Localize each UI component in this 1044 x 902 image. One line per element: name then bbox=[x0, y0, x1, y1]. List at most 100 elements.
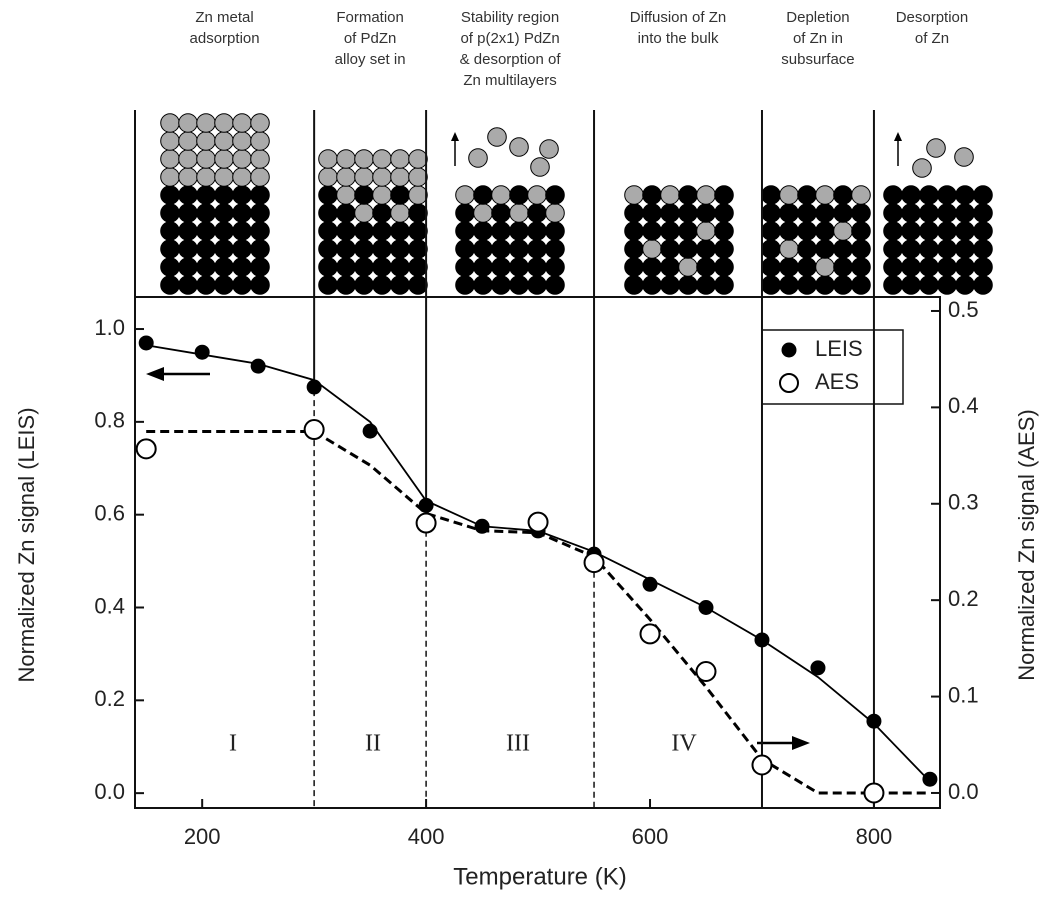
pd-atom bbox=[196, 203, 216, 223]
zn-atom bbox=[527, 185, 547, 205]
pd-atom bbox=[919, 257, 939, 277]
zn-atom bbox=[539, 139, 559, 159]
pd-atom bbox=[160, 239, 180, 259]
pd-atom bbox=[937, 203, 957, 223]
pd-atom bbox=[883, 203, 903, 223]
zn-atom bbox=[178, 131, 198, 151]
pd-atom bbox=[797, 239, 817, 259]
pd-atom bbox=[232, 275, 252, 295]
pd-atom bbox=[901, 275, 921, 295]
pd-atom bbox=[509, 185, 529, 205]
pd-atom bbox=[196, 275, 216, 295]
pd-atom bbox=[714, 221, 734, 241]
pd-atom bbox=[955, 203, 975, 223]
pd-atom bbox=[624, 275, 644, 295]
zn-atom bbox=[545, 203, 565, 223]
pd-atom bbox=[901, 239, 921, 259]
pd-atom bbox=[390, 275, 410, 295]
pd-atom bbox=[545, 275, 565, 295]
zn-atom bbox=[779, 239, 799, 259]
pd-atom bbox=[250, 203, 270, 223]
pd-atom bbox=[973, 257, 993, 277]
stage-label: Diffusion of Zn bbox=[630, 9, 726, 26]
pd-atom bbox=[160, 203, 180, 223]
pd-atom bbox=[696, 275, 716, 295]
pd-atom bbox=[761, 239, 781, 259]
pd-atom bbox=[545, 221, 565, 241]
pd-atom bbox=[779, 257, 799, 277]
pd-atom bbox=[545, 185, 565, 205]
zn-atom bbox=[851, 185, 871, 205]
pd-atom bbox=[883, 185, 903, 205]
zn-atom bbox=[372, 185, 392, 205]
pd-atom bbox=[919, 275, 939, 295]
pd-atom bbox=[851, 275, 871, 295]
up-arrows bbox=[451, 132, 902, 166]
pd-atom bbox=[491, 275, 511, 295]
pd-atom bbox=[390, 257, 410, 277]
pd-atom bbox=[527, 239, 547, 259]
data-point bbox=[866, 713, 882, 729]
x-tick-label: 600 bbox=[632, 824, 669, 849]
pd-atom bbox=[336, 203, 356, 223]
zn-atom bbox=[196, 149, 216, 169]
pd-atom bbox=[354, 221, 374, 241]
y2-tick-label: 0.4 bbox=[948, 393, 979, 418]
zn-atom bbox=[468, 148, 488, 168]
pd-atom bbox=[527, 221, 547, 241]
zn-atom bbox=[250, 131, 270, 151]
pd-atom bbox=[318, 185, 338, 205]
pd-atom bbox=[660, 203, 680, 223]
pd-atom bbox=[372, 239, 392, 259]
region-label: IV bbox=[671, 731, 697, 757]
pd-atom bbox=[833, 185, 853, 205]
pd-atom bbox=[455, 221, 475, 241]
stage-label: of Zn bbox=[915, 30, 949, 47]
pd-atom bbox=[527, 275, 547, 295]
zn-atom bbox=[390, 203, 410, 223]
data-point bbox=[138, 335, 154, 351]
pd-atom bbox=[955, 221, 975, 241]
pd-atom bbox=[955, 239, 975, 259]
pd-atom bbox=[196, 239, 216, 259]
pd-atom bbox=[455, 239, 475, 259]
data-point bbox=[810, 660, 826, 676]
pd-atom bbox=[509, 257, 529, 277]
pd-atom bbox=[833, 203, 853, 223]
pd-atom bbox=[509, 239, 529, 259]
pd-atom bbox=[527, 257, 547, 277]
zn-atom bbox=[336, 149, 356, 169]
pd-atom bbox=[318, 257, 338, 277]
pd-atom bbox=[797, 275, 817, 295]
zn-atom bbox=[178, 167, 198, 187]
pd-atom bbox=[408, 221, 428, 241]
pd-atom bbox=[214, 257, 234, 277]
pd-atom bbox=[955, 275, 975, 295]
pd-atom bbox=[318, 275, 338, 295]
pd-atom bbox=[390, 221, 410, 241]
pd-atom bbox=[196, 221, 216, 241]
zn-atom bbox=[354, 203, 374, 223]
y2-tick-label: 0.0 bbox=[948, 779, 979, 804]
zn-atom bbox=[214, 149, 234, 169]
pd-atom bbox=[178, 221, 198, 241]
pd-atom bbox=[833, 239, 853, 259]
zn-atom bbox=[160, 167, 180, 187]
zn-atom bbox=[624, 185, 644, 205]
data-point bbox=[695, 661, 717, 683]
pd-atom bbox=[232, 185, 252, 205]
pd-atom bbox=[214, 275, 234, 295]
pd-atom bbox=[714, 239, 734, 259]
pd-atom bbox=[160, 257, 180, 277]
pd-atom bbox=[937, 257, 957, 277]
pd-atom bbox=[761, 221, 781, 241]
pd-atom bbox=[901, 185, 921, 205]
pd-atom bbox=[336, 257, 356, 277]
pd-atom bbox=[901, 203, 921, 223]
zn-atom bbox=[833, 221, 853, 241]
pd-atom bbox=[779, 221, 799, 241]
legend-marker bbox=[779, 373, 799, 393]
pd-atom bbox=[696, 257, 716, 277]
pd-atom bbox=[473, 257, 493, 277]
pd-atom bbox=[714, 257, 734, 277]
